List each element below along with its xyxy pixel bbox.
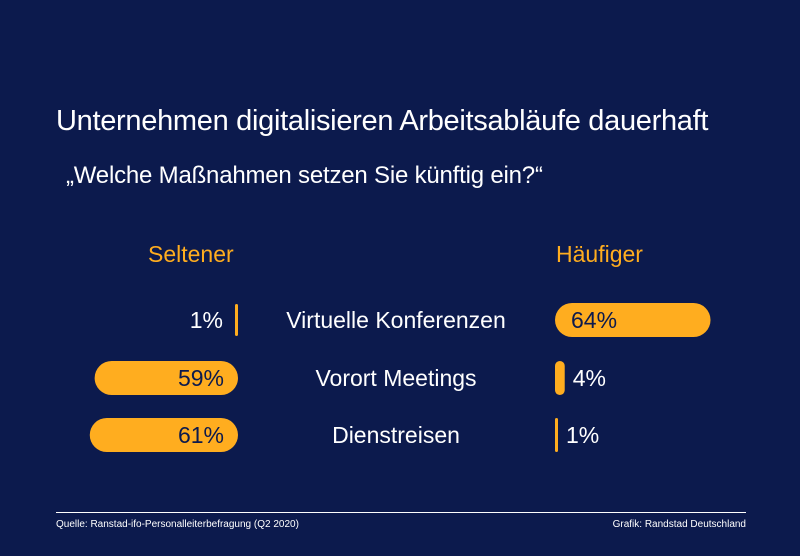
value-label-seltener-virtuelle-konferenzen: 1%	[190, 307, 223, 333]
bar-seltener-dienstreisen	[89, 418, 239, 452]
category-label-virtuelle-konferenzen: Virtuelle Konferenzen	[286, 307, 506, 333]
bar-haeufiger-vorort-meetings	[555, 361, 565, 395]
value-label-haeufiger-virtuelle-konferenzen: 64%	[571, 307, 617, 333]
bar-seltener-virtuelle-konferenzen	[235, 304, 238, 336]
value-label-haeufiger-dienstreisen: 1%	[566, 422, 599, 448]
column-header-haeufiger: Häufiger	[556, 241, 643, 267]
chart-title: Unternehmen digitalisieren Arbeitsabläuf…	[56, 105, 709, 137]
bar-seltener-vorort-meetings	[94, 361, 238, 395]
category-label-vorort-meetings: Vorort Meetings	[315, 365, 476, 391]
value-label-haeufiger-vorort-meetings: 4%	[573, 365, 606, 391]
column-header-seltener: Seltener	[148, 241, 234, 267]
chart-subtitle: „Welche Maßnahmen setzen Sie künftig ein…	[66, 162, 543, 189]
value-label-seltener-dienstreisen: 61%	[178, 422, 224, 448]
footer-credit: Grafik: Randstad Deutschland	[612, 519, 746, 530]
footer-source: Quelle: Ranstad-ifo-Personalleiterbefrag…	[56, 519, 299, 530]
category-label-dienstreisen: Dienstreisen	[332, 422, 460, 448]
bar-haeufiger-dienstreisen	[555, 418, 558, 452]
footer-divider	[56, 512, 746, 513]
value-label-seltener-vorort-meetings: 59%	[178, 365, 224, 391]
bar-haeufiger-virtuelle-konferenzen	[555, 303, 711, 337]
